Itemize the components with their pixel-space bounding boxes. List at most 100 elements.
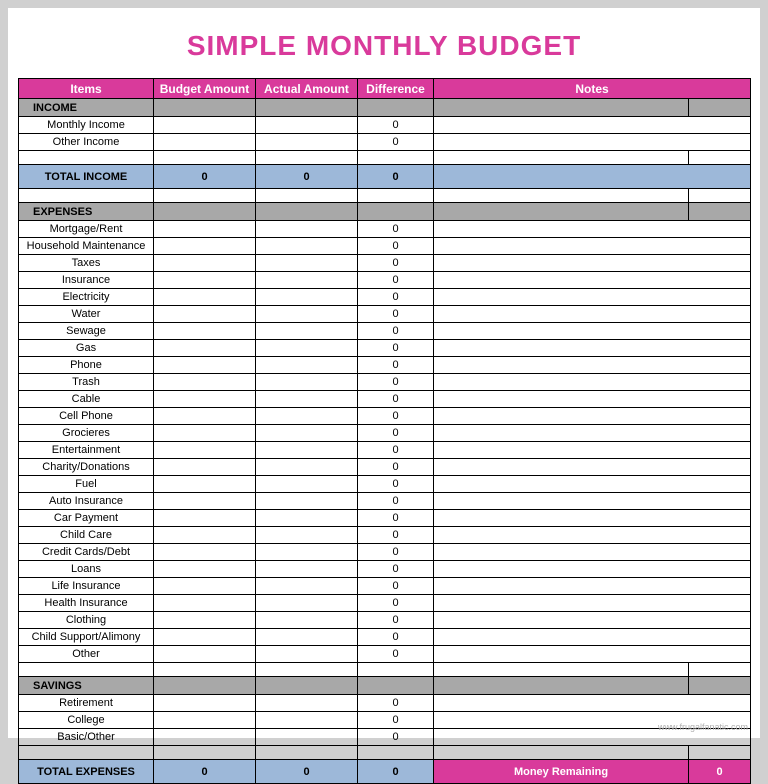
- cell-notes[interactable]: [434, 612, 751, 629]
- cell-notes[interactable]: [434, 646, 751, 663]
- cell-budget[interactable]: [154, 493, 256, 510]
- row-label: Taxes: [19, 255, 154, 272]
- cell-actual[interactable]: [256, 595, 358, 612]
- cell-notes[interactable]: [434, 323, 751, 340]
- cell-budget[interactable]: [154, 476, 256, 493]
- cell-budget[interactable]: [154, 408, 256, 425]
- cell-actual[interactable]: [256, 459, 358, 476]
- cell-notes[interactable]: [434, 391, 751, 408]
- cell-actual[interactable]: [256, 289, 358, 306]
- cell-budget[interactable]: [154, 459, 256, 476]
- cell-notes[interactable]: [434, 442, 751, 459]
- cell-actual[interactable]: [256, 544, 358, 561]
- cell-notes[interactable]: [434, 221, 751, 238]
- cell-notes[interactable]: [434, 510, 751, 527]
- cell-actual[interactable]: [256, 712, 358, 729]
- cell-budget[interactable]: [154, 323, 256, 340]
- cell-budget[interactable]: [154, 340, 256, 357]
- row-label: Grocieres: [19, 425, 154, 442]
- cell-budget[interactable]: [154, 595, 256, 612]
- cell-notes[interactable]: [434, 117, 751, 134]
- cell-notes[interactable]: [434, 595, 751, 612]
- cell-budget[interactable]: [154, 306, 256, 323]
- cell-notes[interactable]: [434, 374, 751, 391]
- cell-budget[interactable]: [154, 712, 256, 729]
- cell-notes[interactable]: [434, 578, 751, 595]
- cell-actual[interactable]: [256, 695, 358, 712]
- cell-actual[interactable]: [256, 510, 358, 527]
- cell-actual[interactable]: [256, 578, 358, 595]
- cell-budget[interactable]: [154, 695, 256, 712]
- cell-budget[interactable]: [154, 612, 256, 629]
- cell-actual[interactable]: [256, 323, 358, 340]
- cell-budget[interactable]: [154, 221, 256, 238]
- cell-actual[interactable]: [256, 561, 358, 578]
- cell-budget[interactable]: [154, 117, 256, 134]
- cell-actual[interactable]: [256, 255, 358, 272]
- cell-actual[interactable]: [256, 729, 358, 746]
- cell-budget[interactable]: [154, 238, 256, 255]
- cell-actual[interactable]: [256, 374, 358, 391]
- cell-notes[interactable]: [434, 238, 751, 255]
- cell-notes[interactable]: [434, 425, 751, 442]
- cell-notes[interactable]: [434, 629, 751, 646]
- cell-notes[interactable]: [434, 408, 751, 425]
- cell-budget[interactable]: [154, 442, 256, 459]
- cell-notes[interactable]: [434, 272, 751, 289]
- total-expenses-row: TOTAL EXPENSES000Money Remaining0: [19, 760, 751, 784]
- cell-actual[interactable]: [256, 425, 358, 442]
- cell-budget[interactable]: [154, 629, 256, 646]
- cell-actual[interactable]: [256, 340, 358, 357]
- cell-diff: 0: [358, 729, 434, 746]
- cell-budget[interactable]: [154, 510, 256, 527]
- cell-notes[interactable]: [434, 561, 751, 578]
- cell-notes[interactable]: [434, 459, 751, 476]
- cell-notes[interactable]: [434, 289, 751, 306]
- cell-notes[interactable]: [434, 695, 751, 712]
- cell-actual[interactable]: [256, 306, 358, 323]
- cell-notes[interactable]: [434, 476, 751, 493]
- cell-notes[interactable]: [434, 527, 751, 544]
- cell-budget[interactable]: [154, 425, 256, 442]
- col-budget: Budget Amount: [154, 79, 256, 99]
- cell-actual[interactable]: [256, 117, 358, 134]
- cell-notes[interactable]: [434, 255, 751, 272]
- cell-actual[interactable]: [256, 357, 358, 374]
- total-expenses-actual: 0: [256, 760, 358, 784]
- cell-actual[interactable]: [256, 272, 358, 289]
- cell-actual[interactable]: [256, 408, 358, 425]
- cell-notes[interactable]: [434, 134, 751, 151]
- cell-notes[interactable]: [434, 340, 751, 357]
- cell-actual[interactable]: [256, 391, 358, 408]
- cell-budget[interactable]: [154, 357, 256, 374]
- budget-sheet: SIMPLE MONTHLY BUDGET ItemsBudget Amount…: [8, 8, 760, 738]
- cell-notes[interactable]: [434, 493, 751, 510]
- cell-budget[interactable]: [154, 272, 256, 289]
- cell-budget[interactable]: [154, 134, 256, 151]
- cell-actual[interactable]: [256, 476, 358, 493]
- cell-actual[interactable]: [256, 442, 358, 459]
- cell-budget[interactable]: [154, 729, 256, 746]
- cell-notes[interactable]: [434, 306, 751, 323]
- spacer-row: [19, 151, 751, 165]
- cell-notes[interactable]: [434, 357, 751, 374]
- cell-budget[interactable]: [154, 561, 256, 578]
- cell-budget[interactable]: [154, 374, 256, 391]
- cell-actual[interactable]: [256, 629, 358, 646]
- cell-actual[interactable]: [256, 238, 358, 255]
- cell-budget[interactable]: [154, 289, 256, 306]
- cell-actual[interactable]: [256, 527, 358, 544]
- cell-actual[interactable]: [256, 493, 358, 510]
- cell-budget[interactable]: [154, 544, 256, 561]
- cell-actual[interactable]: [256, 221, 358, 238]
- cell-budget[interactable]: [154, 646, 256, 663]
- cell-budget[interactable]: [154, 255, 256, 272]
- cell-notes[interactable]: [434, 544, 751, 561]
- section-expenses: EXPENSES: [19, 203, 751, 221]
- cell-actual[interactable]: [256, 134, 358, 151]
- cell-budget[interactable]: [154, 391, 256, 408]
- cell-actual[interactable]: [256, 646, 358, 663]
- cell-budget[interactable]: [154, 527, 256, 544]
- cell-budget[interactable]: [154, 578, 256, 595]
- cell-actual[interactable]: [256, 612, 358, 629]
